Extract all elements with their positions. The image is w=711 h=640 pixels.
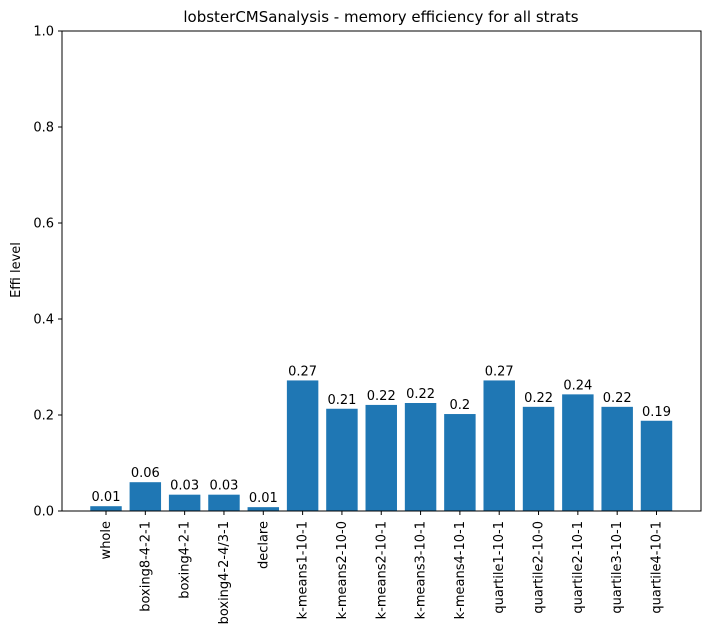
bars-group — [90, 380, 673, 511]
bar-value-label: 0.03 — [209, 479, 238, 494]
bar-value-label: 0.22 — [603, 391, 632, 406]
bar — [247, 507, 280, 511]
bar-value-label: 0.2 — [450, 398, 471, 413]
y-tick-label: 0.0 — [33, 505, 54, 520]
bar-value-label: 0.06 — [131, 466, 160, 481]
bar-value-label: 0.22 — [524, 391, 553, 406]
x-tick-label: quartile3-10-1 — [610, 521, 625, 614]
x-tick-label: k-means1-10-1 — [296, 521, 311, 619]
bar — [601, 406, 633, 511]
x-tick-label: boxing4-2-4/3-1 — [217, 521, 232, 624]
bar — [286, 380, 319, 511]
bar — [483, 380, 515, 511]
x-tick-label: quartile2-10-1 — [571, 521, 586, 614]
bar — [640, 420, 673, 511]
bar — [129, 482, 162, 511]
bar — [168, 494, 201, 511]
bar-value-label: 0.22 — [406, 387, 435, 402]
x-tick-label: k-means2-10-1 — [374, 521, 389, 619]
bar-value-label: 0.19 — [642, 405, 671, 420]
bar-value-label: 0.01 — [92, 490, 121, 505]
x-tick-label: declare — [256, 521, 271, 569]
bar — [90, 506, 122, 511]
y-axis-label: Effi level — [9, 242, 24, 298]
x-tick-label: whole — [99, 521, 114, 559]
y-tick-label: 0.6 — [33, 217, 54, 232]
y-tick-label: 0.2 — [33, 409, 54, 424]
y-tick-label: 0.4 — [33, 313, 54, 328]
x-tick-label: quartile1-10-1 — [492, 521, 507, 614]
x-axis: whole boxing8-4-2-1 boxing4-2-1 boxing4-2-4… — [99, 511, 665, 624]
bar — [444, 414, 476, 511]
data-labels-group: 0.01 0.06 0.03 0.03 0.01 0.27 0.21 0.22 0.22 0.2 0… — [92, 364, 671, 506]
bar-value-label: 0.24 — [563, 378, 592, 393]
bar-value-label: 0.03 — [170, 479, 199, 494]
bar — [326, 408, 358, 511]
x-tick-label: k-means3-10-1 — [414, 521, 429, 619]
x-tick-label: boxing4-2-1 — [178, 521, 193, 599]
x-tick-label: k-means2-10-0 — [335, 521, 350, 619]
bar-value-label: 0.22 — [367, 389, 396, 404]
bar-value-label: 0.21 — [327, 393, 356, 408]
bar — [365, 404, 397, 511]
x-tick-label: quartile2-10-0 — [532, 521, 547, 614]
plot-frame — [61, 30, 702, 512]
bar-value-label: 0.27 — [288, 364, 317, 379]
y-tick-label: 1.0 — [33, 25, 54, 40]
x-tick-label: k-means4-10-1 — [453, 521, 468, 619]
y-tick-label: 0.8 — [33, 121, 54, 136]
bar-value-label: 0.01 — [249, 491, 278, 506]
bar — [208, 494, 240, 511]
y-axis: 0.0 0.2 0.4 0.6 0.8 1.0 — [33, 25, 62, 520]
x-tick-label: quartile4-10-1 — [650, 521, 665, 614]
bar — [562, 394, 594, 511]
chart-title: lobsterCMSanalysis - memory efficiency f… — [183, 8, 578, 26]
x-tick-label: boxing8-4-2-1 — [138, 521, 153, 612]
bar — [522, 406, 555, 511]
bar — [404, 403, 437, 511]
bar-value-label: 0.27 — [485, 364, 514, 379]
